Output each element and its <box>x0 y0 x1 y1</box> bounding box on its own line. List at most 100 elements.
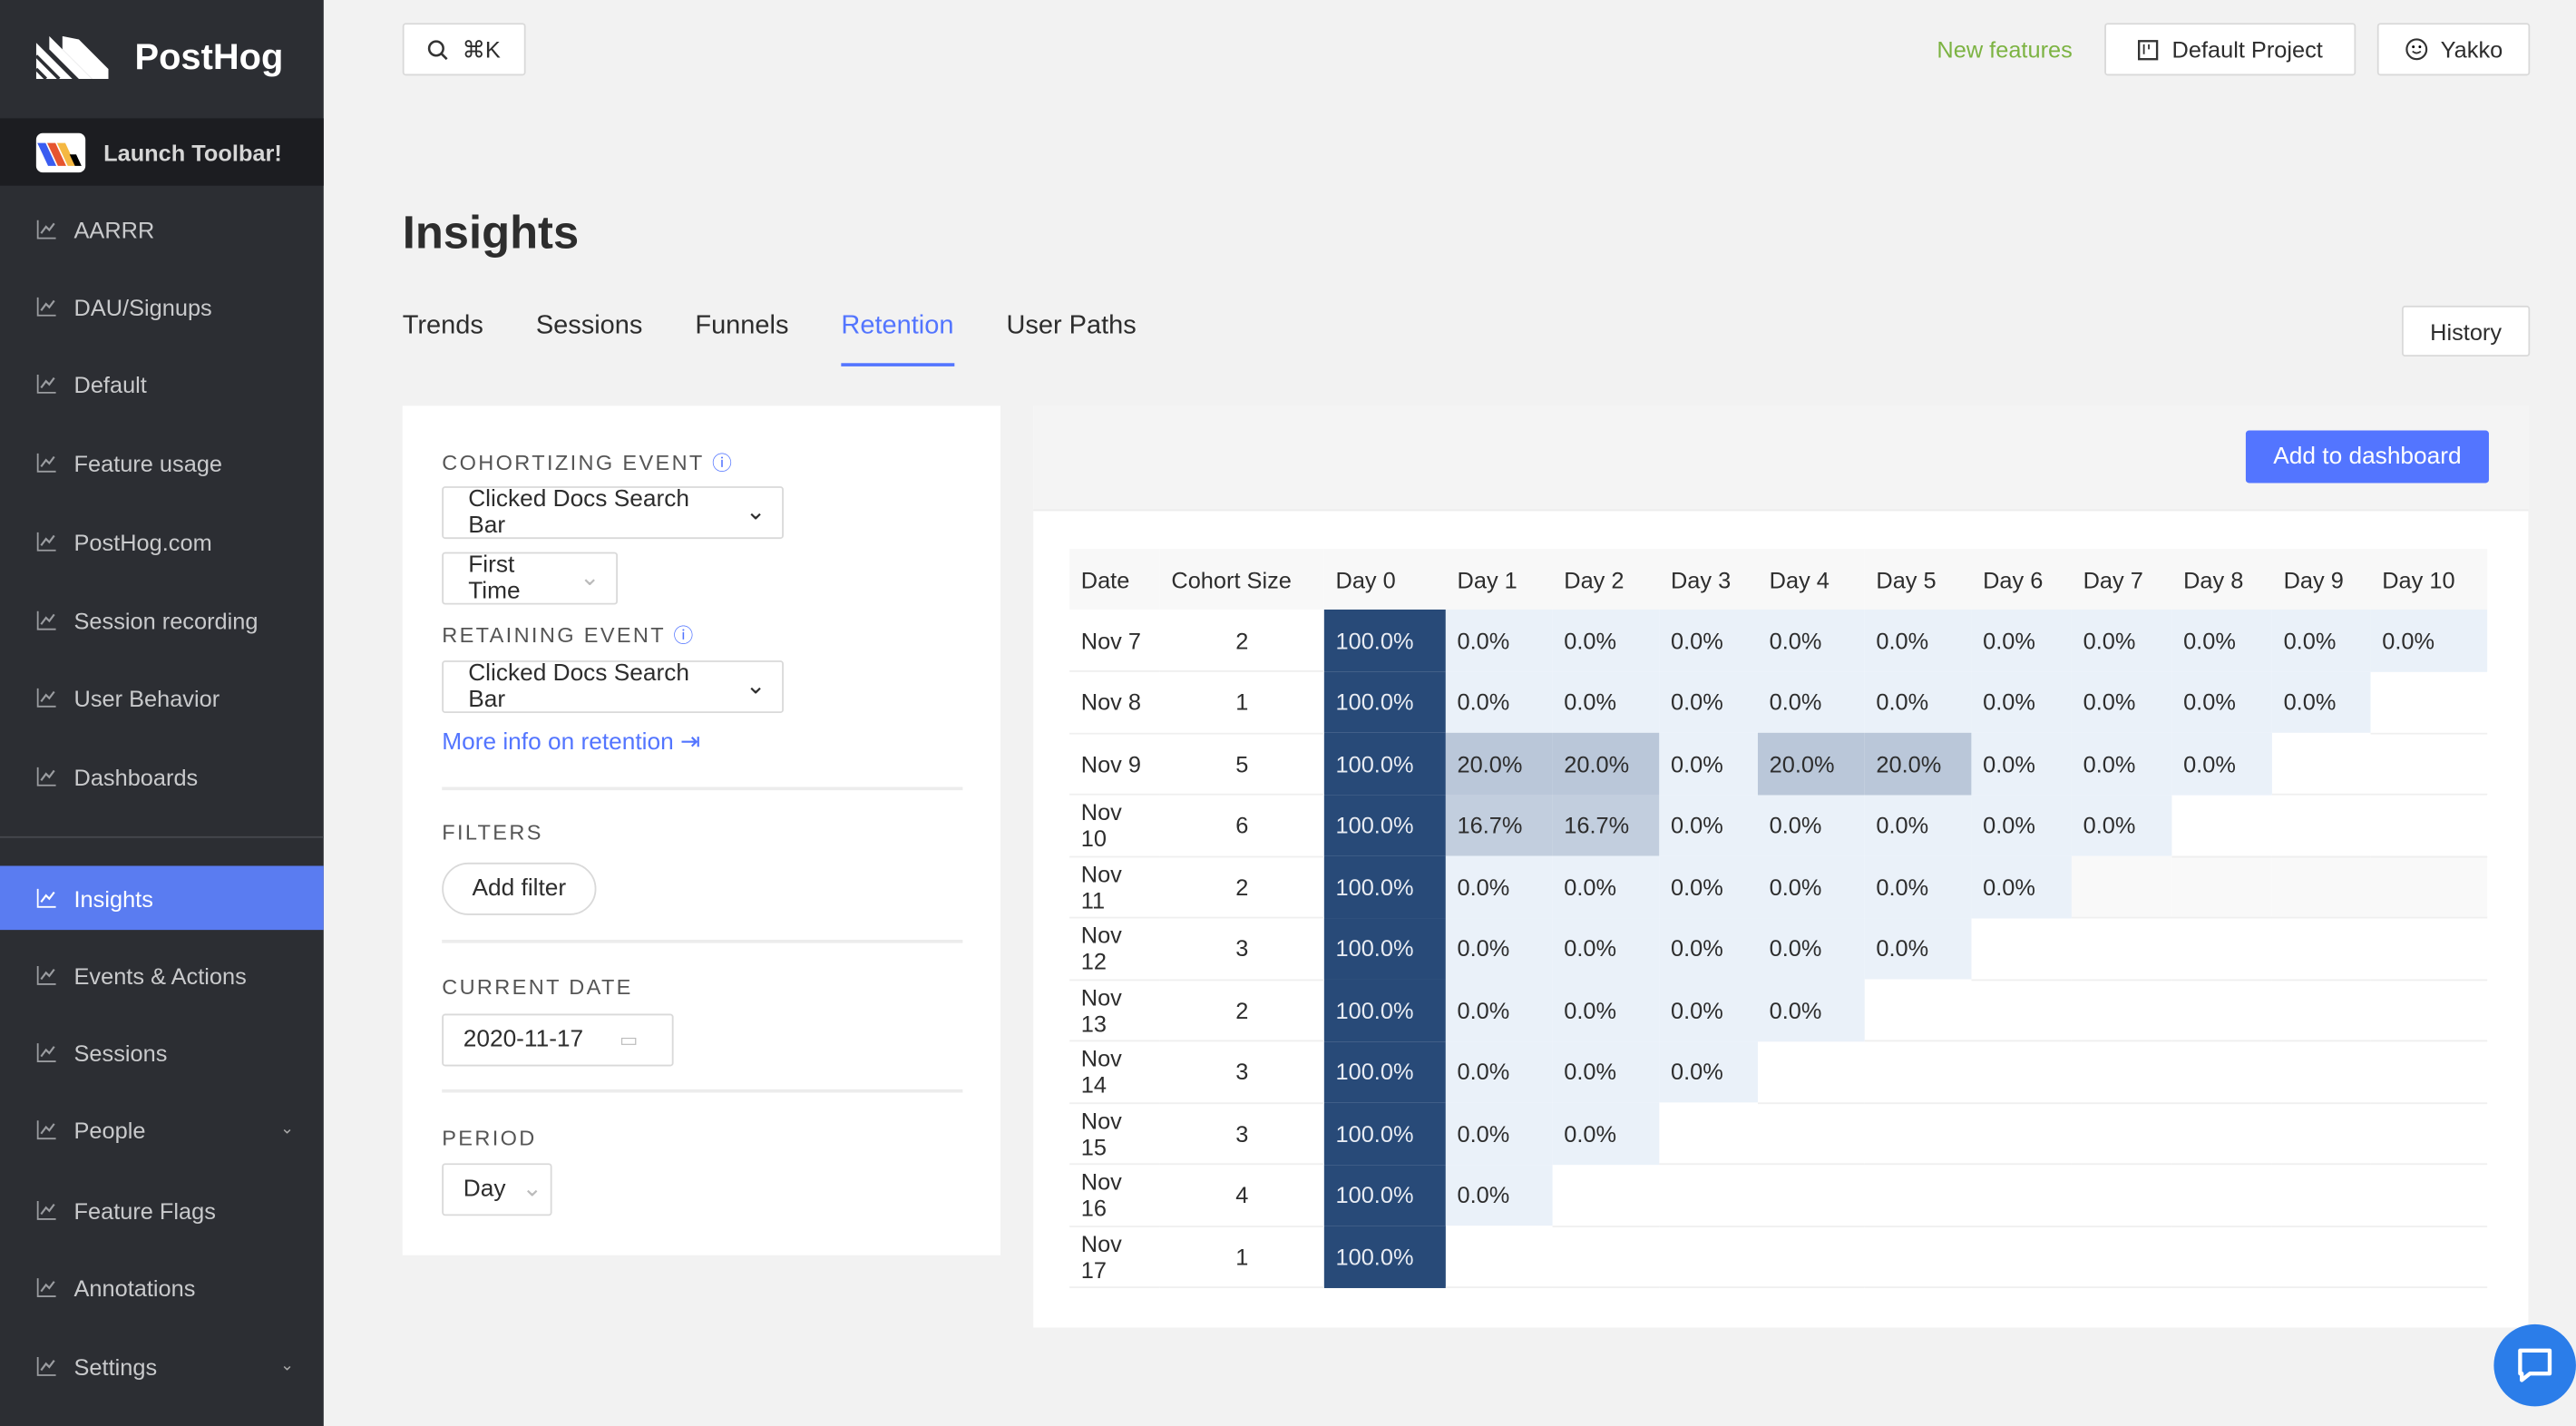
retaining-event-select[interactable]: Clicked Docs Search Bar ⌄ <box>442 660 784 714</box>
empty-cell <box>2271 1040 2371 1104</box>
posthog-logo[interactable]: PostHog <box>35 35 283 79</box>
empty-cell <box>2171 855 2272 919</box>
retention-cell: 0.0% <box>1757 794 1865 856</box>
cohort-date: Nov 9 <box>1069 732 1160 796</box>
insight-tabs: Trends Sessions Funnels Retention User Paths <box>403 312 1137 366</box>
user-menu-button[interactable]: Yakko <box>2376 23 2531 76</box>
empty-cell <box>2171 917 2272 981</box>
column-header: Cohort Size <box>1159 548 1324 610</box>
empty-cell <box>1552 1226 1660 1288</box>
chart-line-icon <box>36 220 56 239</box>
sidebar-item-session-recording[interactable]: Session recording <box>0 588 324 652</box>
current-date-picker[interactable]: 2020-11-17 ▭ <box>442 1013 674 1067</box>
sidebar-item-label: Insights <box>73 884 153 912</box>
retention-cell: 20.0% <box>1552 732 1660 795</box>
container-icon <box>36 965 56 985</box>
period-select[interactable]: Day ⌄ <box>442 1163 552 1216</box>
empty-cell <box>1757 1102 1865 1166</box>
table-row: Nov 7 2 100.0% 0.0% 0.0% 0.0% 0.0% 0.0% 0.0% 0.0%… <box>1069 609 2488 672</box>
sidebar-item-default[interactable]: Default <box>0 352 324 416</box>
retention-cell: 0.0% <box>2171 670 2272 733</box>
sidebar-item-posthog-com[interactable]: PostHog.com <box>0 509 324 573</box>
project-switcher-button[interactable]: Default Project <box>2104 23 2356 76</box>
sidebar-item-label: DAU/Signups <box>73 293 212 320</box>
chart-line-icon <box>36 297 56 317</box>
empty-cell <box>2071 1226 2172 1288</box>
empty-cell <box>2171 1102 2272 1166</box>
sidebar-item-label: Annotations <box>73 1274 196 1301</box>
retention-cell: 0.0% <box>1445 1102 1553 1165</box>
chat-support-button[interactable] <box>2493 1323 2576 1407</box>
tab-user-paths[interactable]: User Paths <box>1006 312 1137 340</box>
retention-cell: 0.0% <box>1864 794 1972 856</box>
new-features-link[interactable]: New features <box>1937 35 2073 63</box>
chevron-down-icon: ⌄ <box>280 1357 295 1375</box>
retention-cell: 0.0% <box>1552 917 1660 980</box>
history-button[interactable]: History <box>2401 305 2531 357</box>
retention-cell: 0.0% <box>1757 670 1865 733</box>
cohort-size: 2 <box>1159 609 1324 672</box>
sidebar-item-user-behavior[interactable]: User Behavior <box>0 666 324 730</box>
retention-cell: 100.0% <box>1323 794 1446 856</box>
add-filter-button[interactable]: Add filter <box>442 862 597 915</box>
hedgehog-logo-icon <box>35 35 109 79</box>
table-row: Nov 16 4 100.0% 0.0% <box>1069 1164 2488 1227</box>
sidebar-item-feature-flags[interactable]: Feature Flags <box>0 1178 324 1243</box>
retention-cell: 100.0% <box>1323 855 1446 918</box>
tab-retention[interactable]: Retention <box>841 312 954 366</box>
column-header: Day 9 <box>2271 548 2371 610</box>
sidebar-item-label: AARRR <box>73 216 155 243</box>
cohort-type-select[interactable]: First Time ⌄ <box>442 552 619 605</box>
cohort-size: 3 <box>1159 1040 1324 1104</box>
cohortizing-event-label: COHORTIZING EVENT ⓘ <box>442 450 735 475</box>
retention-cell: 100.0% <box>1323 1102 1446 1165</box>
sidebar-item-people[interactable]: People ⌄ <box>0 1098 324 1162</box>
filters-label: FILTERS <box>442 819 543 845</box>
empty-cell <box>2271 1102 2371 1166</box>
chart-line-icon <box>36 610 56 630</box>
sidebar-item-annotations[interactable]: Annotations <box>0 1255 324 1320</box>
tab-trends[interactable]: Trends <box>402 312 483 340</box>
retention-cell: 100.0% <box>1323 732 1446 795</box>
sidebar-item-dashboards[interactable]: Dashboards <box>0 744 324 808</box>
empty-cell <box>1971 1040 2072 1104</box>
empty-cell <box>2370 1102 2488 1166</box>
search-button[interactable]: ⌘K <box>402 23 526 76</box>
table-row: Nov 10 6 100.0% 16.7% 16.7% 0.0% 0.0% 0.0% 0.0% 0… <box>1069 794 2488 857</box>
search-shortcut: ⌘K <box>462 34 501 62</box>
tab-sessions[interactable]: Sessions <box>535 312 643 340</box>
cohort-size: 2 <box>1159 855 1324 919</box>
sidebar-item-settings[interactable]: Settings ⌄ <box>0 1334 324 1399</box>
empty-cell <box>2370 917 2488 981</box>
retention-cell: 100.0% <box>1323 1040 1446 1103</box>
sidebar-item-insights[interactable]: Insights <box>0 865 324 931</box>
chevron-down-icon: ⌄ <box>280 1120 295 1139</box>
cohortizing-event-select[interactable]: Clicked Docs Search Bar ⌄ <box>442 486 784 540</box>
tab-funnels[interactable]: Funnels <box>695 312 789 340</box>
empty-cell <box>1971 1102 2072 1166</box>
sidebar-item-feature-usage[interactable]: Feature usage <box>0 431 324 495</box>
sidebar-item-sessions[interactable]: Sessions <box>0 1021 324 1085</box>
add-to-dashboard-button[interactable]: Add to dashboard <box>2245 430 2489 483</box>
flag-icon <box>36 1200 56 1220</box>
empty-cell <box>1864 1040 1972 1104</box>
empty-cell <box>2071 1102 2172 1166</box>
sidebar-item-label: Default <box>73 370 147 397</box>
retention-cell: 0.0% <box>2071 732 2172 795</box>
retention-cell: 20.0% <box>1757 732 1865 795</box>
retention-cell: 20.0% <box>1864 732 1972 795</box>
sidebar-item-events-actions[interactable]: Events & Actions <box>0 943 324 1008</box>
cohort-size: 3 <box>1159 1102 1324 1166</box>
sidebar-item-aarrr[interactable]: AARRR <box>0 197 324 261</box>
column-header: Date <box>1069 548 1160 610</box>
empty-cell <box>1864 1226 1972 1288</box>
smile-icon <box>2405 38 2427 61</box>
empty-cell <box>2370 1226 2488 1288</box>
more-info-link[interactable]: More info on retention ⇥ <box>442 729 701 757</box>
launch-toolbar-button[interactable]: Launch Toolbar! <box>0 118 324 186</box>
sidebar-item-dau-signups[interactable]: DAU/Signups <box>0 274 324 338</box>
sidebar-item-label: Dashboards <box>73 763 199 790</box>
retention-cell: 0.0% <box>1757 979 1865 1041</box>
column-header: Day 6 <box>1971 548 2072 610</box>
cohort-date: Nov 14 <box>1069 1040 1160 1104</box>
